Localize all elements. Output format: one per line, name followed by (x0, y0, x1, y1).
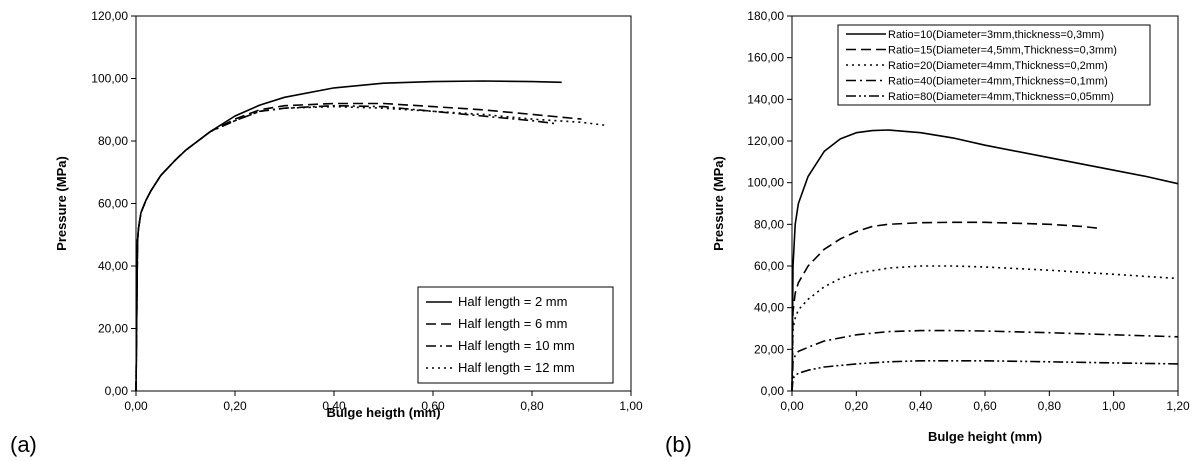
series-line-3 (135, 104, 557, 392)
y-tick-label: 20,00 (98, 322, 128, 336)
series-line-1 (791, 129, 1179, 392)
y-tick-label: 100,00 (747, 176, 784, 190)
x-tick-label: 0,00 (124, 399, 148, 413)
x-tick-label: 0,40 (909, 399, 933, 413)
y-tick-label: 120,00 (91, 9, 128, 23)
x-tick-label: 0,40 (322, 399, 346, 413)
series-line-2 (791, 221, 1101, 392)
y-tick-label: 100,00 (91, 72, 128, 86)
y-tick-label: 80,00 (754, 217, 784, 231)
series-line-3 (791, 265, 1179, 392)
x-tick-label: 1,00 (1102, 399, 1126, 413)
legend-label: Ratio=15(Diameter=4,5mm,Thickness=0,3mm) (888, 45, 1117, 57)
y-tick-label: 60,00 (98, 197, 128, 211)
legend: Ratio=10(Diameter=3mm,thickness=0,3mm) Ra… (837, 24, 1151, 106)
legend-label: Half length = 10 mm (458, 338, 575, 353)
y-tick-label: 140,00 (747, 92, 784, 106)
x-tick-label: 0,80 (520, 399, 544, 413)
y-axis-title: Pressure (MPa) (54, 156, 69, 251)
legend-label: Ratio=80(Diameter=4mm,Thickness=0,05mm) (888, 91, 1114, 103)
y-tick-label: 40,00 (98, 259, 128, 273)
x-axis-title: Bulge height (mm) (928, 429, 1042, 444)
x-tick-label: 0,00 (780, 399, 804, 413)
y-tick-label: 120,00 (747, 134, 784, 148)
legend-label: Half length = 6 mm (458, 316, 567, 331)
series-line-4 (791, 329, 1179, 392)
y-axis-title: Pressure (MPa) (711, 156, 726, 251)
chart-panel-b: 0,00 0,20 0,40 0,60 0,80 1,00 1,20 0,00 20,00 40,… (665, 9, 1190, 457)
x-tick-label: 0,80 (1038, 399, 1062, 413)
legend-box (837, 24, 1151, 106)
y-tick-label: 20,00 (754, 342, 784, 356)
x-axis-title: Bulge heigth (mm) (326, 405, 440, 420)
legend-label: Ratio=40(Diameter=4mm,Thickness=0,1mm) (888, 76, 1108, 88)
y-tick-label: 60,00 (754, 259, 784, 273)
legend-box (417, 286, 614, 384)
legend: Half length = 2 mm Half length = 6 mm Half… (417, 286, 614, 384)
legend-label: Ratio=10(Diameter=3mm,thickness=0,3mm) (888, 29, 1104, 41)
y-tick-label: 80,00 (98, 134, 128, 148)
x-tick-label: 0,20 (223, 399, 247, 413)
legend-label: Half length = 12 mm (458, 360, 575, 375)
y-tick-label: 180,00 (747, 9, 784, 23)
legend-label: Half length = 2 mm (458, 294, 567, 309)
panel-label: (b) (665, 432, 692, 457)
y-tick-label: 40,00 (754, 301, 784, 315)
panel-label: (a) (10, 432, 37, 457)
chart-panel-a: 0,00 0,20 0,40 0,60 0,80 1,00 0,00 20,00 40,00 60… (10, 9, 643, 457)
series-line-4 (135, 105, 607, 392)
y-tick-label: 0,00 (761, 384, 785, 398)
x-tick-label: 0,60 (421, 399, 445, 413)
y-tick-label: 160,00 (747, 51, 784, 65)
y-tick-label: 0,00 (105, 384, 129, 398)
x-tick-label: 0,60 (973, 399, 997, 413)
legend-label: Ratio=20(Diameter=4mm,Thickness=0,2mm) (888, 60, 1108, 72)
x-tick-label: 1,00 (619, 399, 643, 413)
series-line-5 (791, 360, 1179, 392)
x-tick-label: 1,20 (1166, 399, 1190, 413)
x-tick-label: 0,20 (845, 399, 869, 413)
